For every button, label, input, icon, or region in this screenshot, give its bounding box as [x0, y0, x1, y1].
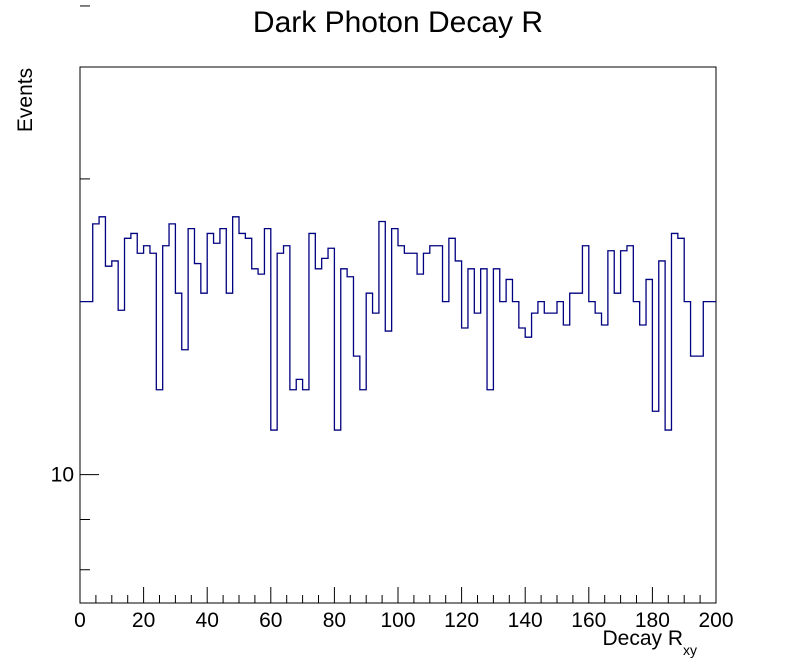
x-axis-ticks: 0 20 40 60 80 100 120 140 160 180 200	[74, 587, 734, 632]
x-tick-label: 0	[74, 609, 86, 632]
x-tick-label: 60	[259, 609, 282, 632]
x-tick-label: 180	[635, 609, 670, 632]
x-tick-label: 80	[323, 609, 346, 632]
x-tick-label: 40	[196, 609, 219, 632]
x-axis-label-subscript: xy	[683, 642, 697, 658]
plot-frame	[79, 66, 717, 604]
y-axis-label: Events	[14, 68, 37, 132]
x-axis-label-main: Decay R	[602, 627, 683, 650]
x-tick-label: 160	[571, 609, 606, 632]
x-tick-label: 200	[698, 609, 733, 632]
histogram-series-line	[80, 216, 716, 431]
x-tick-label: 120	[444, 609, 479, 632]
y-axis-ticks: 10	[51, 5, 99, 571]
x-tick-label: 140	[508, 609, 543, 632]
chart-title: Dark Photon Decay R	[253, 6, 543, 39]
x-tick-label: 20	[132, 609, 155, 632]
y-tick-label: 10	[51, 464, 74, 487]
x-tick-label: 100	[380, 609, 415, 632]
x-axis-label: Decay Rxy	[602, 627, 697, 658]
